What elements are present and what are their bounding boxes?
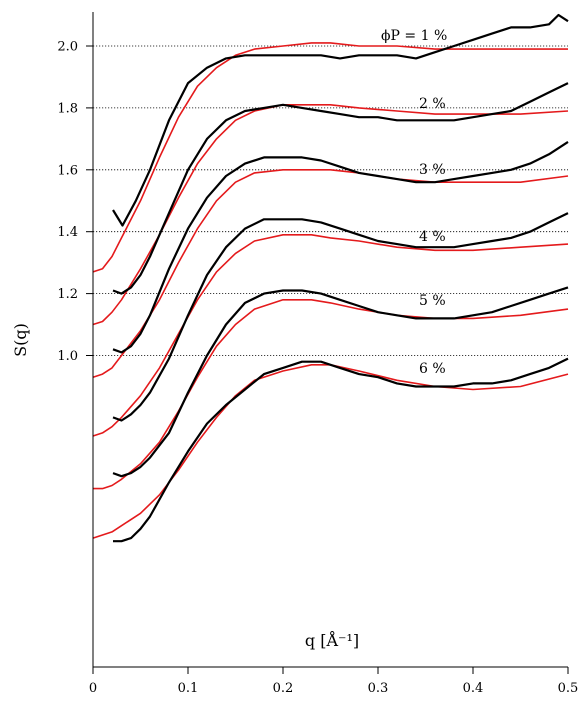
experiment-curve-5 [112, 286, 569, 478]
x-tick-label-1: 0.1 [178, 681, 199, 696]
model-curve-5 [93, 298, 569, 490]
experiment-curves [112, 13, 569, 543]
y-tick-label-4: 1.8 [57, 101, 78, 116]
model-curve-3 [92, 169, 569, 378]
series-labels: ϕP = 1 % 2 % 3 % 4 % 5 % 6 % [381, 28, 447, 377]
model-curves [92, 42, 569, 539]
x-tick-label-5: 0.5 [558, 681, 579, 696]
experiment-curve-4 [112, 212, 569, 422]
y-tick-label-2: 1.4 [57, 225, 78, 240]
x-tick-label-2: 0.2 [273, 681, 294, 696]
reference-lines [93, 45, 568, 356]
series-label-5: 5 % [419, 293, 446, 309]
x-tick-label-4: 0.4 [463, 681, 484, 696]
y-axis-ticks: 1.0 1.2 1.4 1.6 1.8 2.0 [57, 40, 93, 364]
y-tick-label-3: 1.6 [57, 163, 78, 178]
y-tick-label-5: 2.0 [57, 40, 78, 55]
model-curve-6 [92, 363, 569, 539]
model-curve-1 [92, 42, 568, 273]
experiment-curve-2 [112, 82, 569, 295]
model-curve-2 [92, 104, 569, 326]
x-tick-label-0: 0 [89, 681, 97, 696]
series-label-6: 6 % [419, 361, 446, 377]
series-label-1: ϕP = 1 % [381, 28, 447, 44]
x-axis-title: q [Å⁻¹] [305, 630, 359, 650]
model-curve-4 [92, 234, 569, 437]
series-label-4: 4 % [419, 229, 446, 245]
series-label-2: 2 % [419, 96, 446, 112]
y-tick-label-1: 1.2 [57, 287, 78, 302]
experiment-curve-6 [113, 357, 569, 543]
experiment-curve-1 [112, 13, 569, 227]
y-axis-title: S(q) [11, 323, 30, 357]
y-tick-label-0: 1.0 [57, 349, 78, 364]
x-axis-ticks: 0 0.1 0.2 0.3 0.4 0.5 [89, 667, 578, 696]
x-tick-label-3: 0.3 [368, 681, 389, 696]
series-label-3: 3 % [419, 162, 446, 178]
experiment-curve-3 [112, 140, 569, 354]
